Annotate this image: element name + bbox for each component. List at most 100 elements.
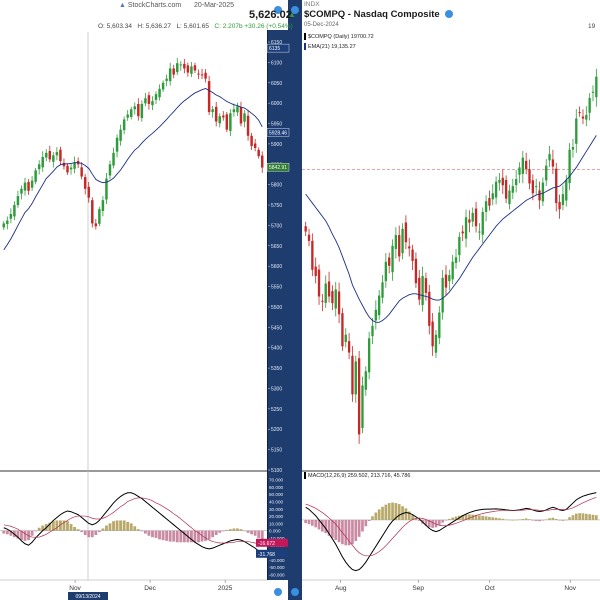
right-candle-body bbox=[474, 208, 478, 227]
right-macd-histogram-bar bbox=[387, 503, 391, 520]
right-macd-histogram-bar bbox=[478, 515, 481, 520]
left-macd-histogram-bar bbox=[172, 530, 176, 542]
right-candle-body bbox=[428, 291, 431, 326]
info-icon[interactable] bbox=[445, 10, 454, 19]
left-candle-body bbox=[147, 95, 151, 104]
right-macd-histogram-bar bbox=[511, 519, 515, 521]
left-macd-histogram-bar bbox=[9, 530, 13, 536]
left-candle-body bbox=[165, 78, 168, 81]
right-macd-histogram-bar bbox=[361, 519, 364, 532]
left-candle-body bbox=[45, 152, 48, 158]
left-candle-body bbox=[27, 182, 30, 191]
price-badge bbox=[266, 43, 290, 53]
right-candle-body bbox=[444, 274, 448, 288]
right-macd-histogram-bar bbox=[561, 519, 565, 521]
macd-badge-label: -16.672 bbox=[258, 541, 275, 547]
left-macd-histogram-bar bbox=[62, 520, 66, 531]
right-candle-body bbox=[378, 295, 381, 316]
right-macd-histogram-bar bbox=[544, 519, 548, 521]
left-macd-histogram-bar bbox=[253, 530, 257, 536]
pane-scroll-icon bbox=[291, 6, 299, 14]
left-macd-histogram-bar bbox=[158, 530, 161, 540]
right-candle-body bbox=[498, 179, 501, 183]
right-x-label: Nov bbox=[564, 585, 576, 592]
left-candle-body bbox=[133, 106, 137, 110]
price-axis-tick-label: 5250 bbox=[271, 407, 282, 413]
right-candle-body bbox=[341, 313, 344, 347]
right-candle-body bbox=[501, 177, 504, 186]
left-x-label: Nov bbox=[69, 585, 81, 592]
right-exchange: INDX bbox=[304, 1, 320, 8]
right-candle-body bbox=[545, 165, 548, 181]
legend-price-swatch bbox=[304, 33, 306, 40]
right-macd-histogram-bar bbox=[447, 518, 451, 520]
left-macd-histogram-bar bbox=[165, 530, 169, 541]
left-candle-body bbox=[243, 113, 246, 122]
left-candle-body bbox=[83, 177, 87, 189]
price-axis-tick-label: 6150 bbox=[271, 40, 282, 46]
macd-badge bbox=[256, 549, 288, 558]
right-macd-histogram-bar bbox=[351, 519, 354, 545]
macd-badge-label: -31.768 bbox=[258, 552, 275, 558]
right-candle-body bbox=[344, 334, 347, 343]
left-macd-histogram-bar bbox=[243, 530, 246, 532]
right-macd-histogram-bar bbox=[491, 517, 495, 520]
right-candle-body bbox=[575, 118, 578, 144]
right-candle-body bbox=[441, 277, 444, 313]
right-candle-body bbox=[364, 371, 367, 390]
close-change-value: C: 2.207b +30.26 (+0.54%) bbox=[214, 23, 293, 30]
right-candle-body bbox=[438, 312, 441, 338]
macd-axis-tick-label: -60.000 bbox=[269, 572, 285, 577]
right-candle-body bbox=[317, 269, 321, 297]
left-candle-body bbox=[9, 214, 13, 219]
left-macd-histogram-bar bbox=[41, 525, 45, 531]
right-macd-histogram-bar bbox=[558, 519, 561, 521]
left-candle-body bbox=[94, 223, 98, 227]
right-macd-histogram-bar bbox=[508, 519, 511, 521]
left-candle-body bbox=[250, 135, 253, 146]
right-macd-histogram-bar bbox=[551, 517, 555, 520]
left-candle-body bbox=[176, 63, 179, 73]
right-macd-histogram-bar bbox=[468, 514, 471, 520]
left-candle-body bbox=[91, 200, 94, 224]
left-macd-histogram-bar bbox=[87, 530, 91, 538]
right-macd-histogram-bar bbox=[554, 518, 558, 520]
left-candle-body bbox=[253, 143, 257, 148]
left-x-label: Dec bbox=[144, 585, 156, 592]
left-macd-histogram-bar bbox=[51, 521, 55, 531]
right-candle-body bbox=[535, 186, 538, 188]
macd-axis-tick-label: 10.000 bbox=[269, 521, 283, 526]
right-macd-histogram-bar bbox=[414, 518, 418, 520]
right-candle-body bbox=[384, 261, 388, 282]
right-macd-histogram-bar bbox=[588, 514, 591, 520]
right-candle-body bbox=[531, 180, 535, 194]
right-candle-body bbox=[451, 261, 454, 280]
left-macd-histogram-bar bbox=[115, 520, 119, 531]
price-axis-tick-label: 5800 bbox=[271, 183, 282, 189]
right-candle-body bbox=[558, 201, 561, 210]
right-candle-body bbox=[454, 257, 458, 263]
right-candle-body bbox=[588, 98, 591, 113]
right-macd-histogram-bar bbox=[541, 519, 545, 521]
left-brand: ▲ StockCharts.com bbox=[119, 2, 181, 9]
right-candle-body bbox=[334, 289, 337, 309]
right-date: 05-Dec-2024 bbox=[304, 22, 339, 28]
right-macd-histogram-bar bbox=[384, 504, 388, 520]
right-macd-histogram-bar bbox=[538, 519, 541, 522]
right-macd-histogram-bar bbox=[367, 519, 371, 521]
left-candle-body bbox=[179, 64, 183, 66]
left-macd-histogram-bar bbox=[90, 530, 94, 538]
macd-axis-tick-label: 20.000 bbox=[269, 514, 283, 519]
price-badge bbox=[266, 162, 290, 172]
left-macd-histogram-bar bbox=[136, 529, 140, 531]
right-candle-body bbox=[394, 235, 398, 249]
right-macd-histogram-bar bbox=[417, 519, 421, 521]
price-badge bbox=[266, 128, 290, 137]
left-candle-body bbox=[225, 114, 229, 130]
right-macd-histogram-bar bbox=[591, 514, 595, 520]
macd-legend-label: MACD(12,26,9) 259.502, 213.716, 45.786 bbox=[308, 472, 411, 479]
left-candle-body bbox=[16, 196, 20, 206]
left-macd-histogram-bar bbox=[221, 530, 225, 532]
left-macd-histogram-bar bbox=[207, 530, 211, 540]
